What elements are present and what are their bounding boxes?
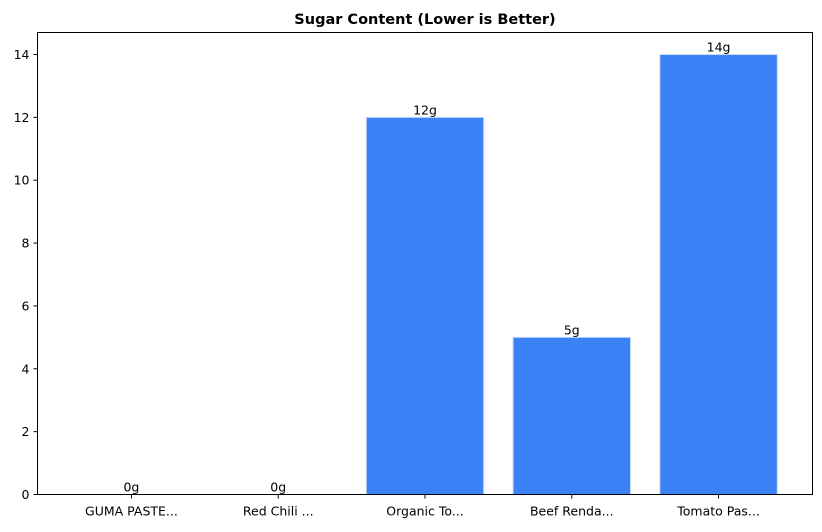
data-label: 14g xyxy=(707,40,731,55)
chart-title: Sugar Content (Lower is Better) xyxy=(294,12,555,28)
y-tick-label: 4 xyxy=(22,361,30,376)
bar xyxy=(512,336,631,495)
y-tick-label: 14 xyxy=(14,47,30,62)
x-tick-label: Beef Renda... xyxy=(530,504,614,519)
data-label: 0g xyxy=(270,480,286,495)
y-tick-label: 12 xyxy=(14,110,30,125)
data-label: 12g xyxy=(413,102,437,117)
y-tick-label: 8 xyxy=(22,236,30,251)
x-tick-label: Organic To... xyxy=(386,504,463,519)
plot-frame xyxy=(37,32,813,495)
bar xyxy=(365,116,485,495)
x-tick-label: GUMA PASTE... xyxy=(85,504,178,519)
bar xyxy=(659,54,778,495)
data-label: 0g xyxy=(123,480,139,495)
y-tick-label: 10 xyxy=(14,173,30,188)
x-tick-label: Red Chili ... xyxy=(243,504,314,519)
y-tick-label: 0 xyxy=(22,487,30,502)
y-tick-label: 6 xyxy=(22,298,30,313)
x-tick-label: Tomato Pas... xyxy=(676,504,760,519)
data-label: 5g xyxy=(564,322,580,337)
y-tick-label: 2 xyxy=(22,424,30,439)
